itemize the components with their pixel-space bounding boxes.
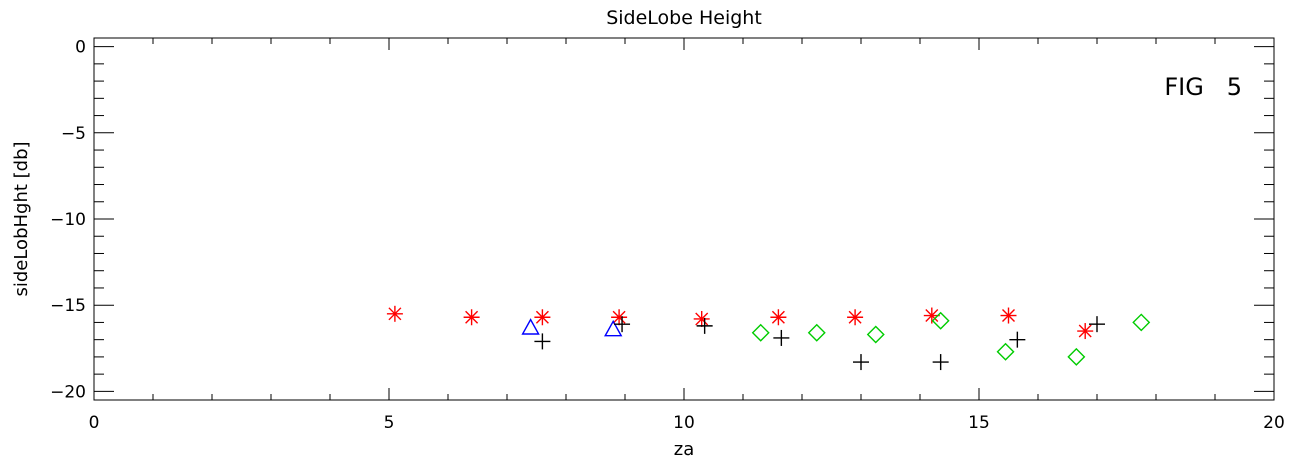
y-tick-label: −10 [50,210,86,230]
data-point-asterisk [1077,323,1094,340]
y-tick-label: 0 [75,38,86,58]
axes: 0 5 10 15 20 0 −5 −10 −15 −20 [50,38,1285,433]
fig-annotation: FIG 5 [1164,73,1242,101]
y-tick-label: −20 [50,382,86,402]
data-point-plus [696,317,713,334]
x-tick-label: 10 [673,413,695,433]
data-point-plus [614,316,631,333]
y-tick-label: −15 [50,296,86,316]
data-point-diamond [996,342,1015,361]
data-point-plus [773,329,790,346]
x-tick-label: 5 [384,413,395,433]
data-point-diamond [751,323,770,342]
x-tick-label: 0 [89,413,100,433]
data-point-plus [1009,331,1026,348]
data-point-asterisk [534,309,551,326]
x-tick-label: 20 [1263,413,1285,433]
data-point-asterisk [693,310,710,327]
y-tick-label: −5 [61,124,86,144]
data-point-diamond [807,323,826,342]
data-point-asterisk [386,305,403,322]
data-point-diamond [1132,313,1151,332]
x-tick-label: 15 [968,413,990,433]
data-point-asterisk [770,309,787,326]
data-point-triangle [521,318,540,335]
data-point-plus [1089,316,1105,333]
data-point-asterisk [463,309,480,326]
data-point-plus [534,333,551,350]
data-point-asterisk [847,309,864,326]
data-point-asterisk [1000,307,1017,324]
data-point-asterisk [611,309,628,326]
data-point-diamond [1067,347,1086,366]
data-point-diamond [931,311,950,330]
chart-title: SideLobe Height [606,7,762,29]
data-point-plus [853,354,869,371]
plot-frame [93,37,1275,401]
data-point-triangle [604,319,623,337]
data-marks [386,305,1151,371]
data-point-diamond [866,325,885,344]
y-axis-label: sideLobHght [db] [11,141,32,296]
x-axis-label: za [674,439,694,460]
data-point-plus [932,354,949,371]
